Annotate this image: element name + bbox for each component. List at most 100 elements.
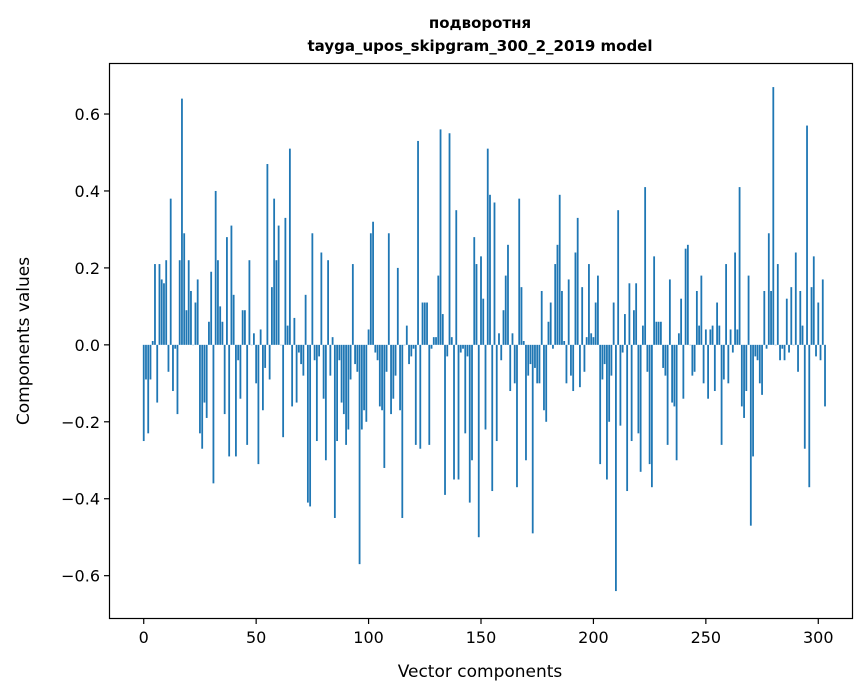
bar — [763, 290, 766, 345]
x-tick-label: 100 — [353, 628, 384, 647]
bar — [178, 260, 181, 345]
bar — [529, 344, 532, 365]
bar — [785, 298, 788, 345]
bar — [190, 290, 192, 345]
bar — [502, 310, 505, 345]
bar — [565, 344, 568, 384]
bar — [810, 287, 813, 345]
bar — [558, 194, 561, 345]
bar — [257, 344, 260, 465]
bar — [668, 279, 671, 345]
y-tick-label: −0.2 — [61, 413, 100, 432]
bar — [731, 344, 734, 353]
bar — [824, 344, 826, 407]
bar — [747, 275, 750, 345]
bar — [363, 344, 365, 411]
bar — [181, 98, 183, 345]
bar — [821, 279, 824, 345]
bar — [320, 252, 323, 345]
bar — [412, 344, 415, 349]
bar — [671, 344, 674, 403]
y-axis-ticks: −0.6 −0.4 −0.2 0.0 0.2 0.4 0.6 — [61, 105, 110, 586]
bar — [394, 344, 397, 376]
bar — [176, 344, 179, 415]
bar — [684, 248, 687, 345]
bar — [570, 344, 572, 376]
bar — [727, 344, 730, 384]
bar — [495, 344, 498, 442]
bar — [464, 344, 467, 434]
bar — [738, 187, 741, 345]
y-axis-label: Components values — [14, 257, 34, 425]
bar — [716, 302, 718, 345]
bar — [619, 344, 622, 426]
bar — [392, 344, 395, 399]
bar — [790, 287, 793, 345]
bar — [342, 344, 345, 415]
bar — [480, 256, 482, 345]
bar — [306, 344, 309, 503]
bar — [448, 133, 451, 345]
bar — [466, 344, 469, 357]
bar — [219, 306, 222, 345]
bar — [817, 302, 820, 345]
bar — [695, 290, 698, 345]
bar — [756, 344, 759, 361]
x-axis-ticks: 0 50 100 150 200 250 300 — [139, 618, 834, 647]
bar — [635, 283, 638, 345]
bar — [405, 325, 408, 345]
bar — [174, 344, 177, 349]
bar — [428, 344, 431, 445]
bar — [208, 321, 210, 345]
bar — [498, 333, 500, 345]
bar — [255, 344, 258, 384]
bar — [437, 275, 440, 345]
bar — [673, 344, 676, 407]
bar — [345, 344, 347, 445]
bar — [520, 287, 523, 345]
bar — [288, 148, 291, 345]
bar — [781, 344, 784, 349]
bar — [462, 344, 464, 349]
bar — [266, 164, 269, 345]
bar — [752, 344, 754, 457]
bar — [637, 344, 640, 434]
bar — [396, 267, 399, 345]
y-tick-label: 0.2 — [75, 259, 100, 278]
bar — [419, 344, 422, 449]
bar — [264, 344, 267, 368]
bar — [511, 333, 514, 345]
bar — [547, 321, 550, 345]
y-tick-label: 0.4 — [75, 182, 100, 201]
bar — [545, 344, 548, 422]
bar — [799, 290, 802, 345]
bar — [644, 187, 647, 345]
bar — [423, 302, 426, 345]
bar — [815, 344, 817, 357]
bar — [338, 344, 341, 361]
bar — [489, 194, 491, 345]
bar — [691, 344, 694, 376]
bar — [291, 344, 294, 407]
bar — [677, 333, 680, 345]
bar — [567, 279, 570, 345]
x-tick-label: 50 — [246, 628, 266, 647]
bar — [360, 344, 363, 430]
bar — [736, 329, 739, 345]
bar — [199, 344, 201, 434]
bar — [439, 129, 442, 345]
bar — [237, 344, 240, 361]
bar — [248, 260, 251, 345]
bar — [552, 344, 554, 349]
bar — [722, 344, 725, 380]
bar — [282, 344, 285, 438]
bar — [471, 344, 473, 461]
bar — [700, 275, 703, 345]
bar — [534, 344, 536, 368]
bar — [675, 344, 678, 461]
bar — [468, 344, 471, 503]
bar — [576, 217, 579, 345]
x-tick-label: 250 — [691, 628, 722, 647]
bar — [185, 310, 188, 345]
bar — [749, 344, 752, 526]
